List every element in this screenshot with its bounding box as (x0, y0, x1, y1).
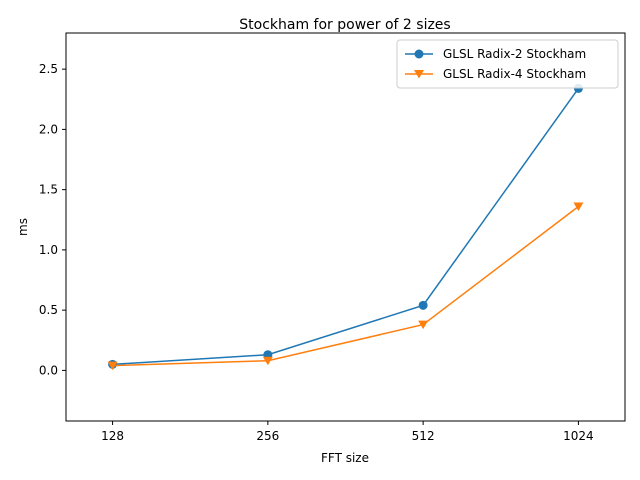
plot-area (107, 83, 584, 371)
legend: GLSL Radix-2 Stockham GLSL Radix-4 Stockh… (396, 39, 619, 89)
series-2 (107, 202, 584, 371)
legend-item: GLSL Radix-2 Stockham (405, 47, 586, 61)
x-tick-label: 1024 (563, 429, 594, 443)
legend-label: GLSL Radix-2 Stockham (443, 47, 586, 61)
series-line (112, 87, 580, 366)
y-tick-label: 1.0 (39, 243, 58, 257)
plot-frame (65, 32, 626, 422)
legend-item: GLSL Radix-4 Stockham (405, 67, 586, 81)
y-tick-label: 0.5 (39, 303, 58, 317)
data-point (107, 361, 118, 371)
data-point (262, 356, 273, 366)
x-axis: 128 256 512 1024 (101, 421, 594, 443)
y-tick-label: 0.0 (39, 363, 58, 377)
series-line (112, 205, 579, 367)
chart-title: Stockham for power of 2 sizes (239, 17, 450, 33)
data-point (418, 300, 428, 310)
y-tick-label: 1.5 (39, 183, 58, 197)
legend-marker (414, 70, 424, 79)
x-tick-label: 256 (256, 429, 279, 443)
legend-marker (414, 49, 424, 59)
y-axis: 0.0 0.5 1.0 1.5 2.0 2.5 (39, 62, 66, 377)
x-tick-label: 512 (412, 429, 435, 443)
legend-box (396, 39, 619, 89)
data-point (418, 320, 429, 330)
x-axis-label: FFT size (321, 451, 369, 465)
y-axis-label: ms (16, 218, 30, 236)
y-tick-label: 2.5 (39, 62, 58, 76)
x-tick-label: 128 (101, 429, 124, 443)
y-tick-label: 2.0 (39, 122, 58, 136)
data-point (573, 202, 584, 212)
legend-label: GLSL Radix-4 Stockham (443, 67, 586, 81)
